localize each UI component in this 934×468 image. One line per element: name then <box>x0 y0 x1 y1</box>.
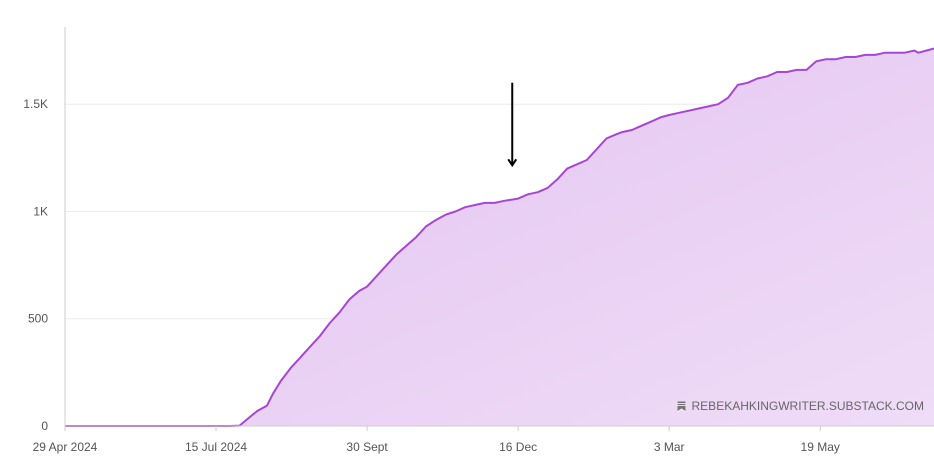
area-fill <box>65 48 934 426</box>
watermark: REBEKAHKINGWRITER.SUBSTACK.COM <box>676 399 924 413</box>
y-tick-label: 0 <box>41 419 48 433</box>
series-line <box>65 47 934 427</box>
x-tick-label: 3 Mar <box>654 440 685 454</box>
x-tick-labels: 29 Apr 2024 15 Jul 2024 30 Sept 16 Dec 3 Mar… <box>33 426 840 454</box>
x-tick-label: 16 Dec <box>499 440 537 454</box>
x-tick-label: 19 May <box>801 440 840 454</box>
y-tick-labels: 0 500 1K 1.5K <box>23 97 48 433</box>
x-tick-label: 30 Sept <box>346 440 388 454</box>
bookmark-icon <box>676 400 686 412</box>
watermark-text: REBEKAHKINGWRITER.SUBSTACK.COM <box>691 399 924 413</box>
x-tick-label: 15 Jul 2024 <box>185 440 247 454</box>
annotation-arrow <box>507 82 518 168</box>
y-tick-label: 500 <box>28 312 48 326</box>
x-tick-label: 29 Apr 2024 <box>33 440 98 454</box>
arrow-head <box>507 158 518 168</box>
y-tick-label: 1K <box>33 204 48 218</box>
y-tick-label: 1.5K <box>23 97 48 111</box>
